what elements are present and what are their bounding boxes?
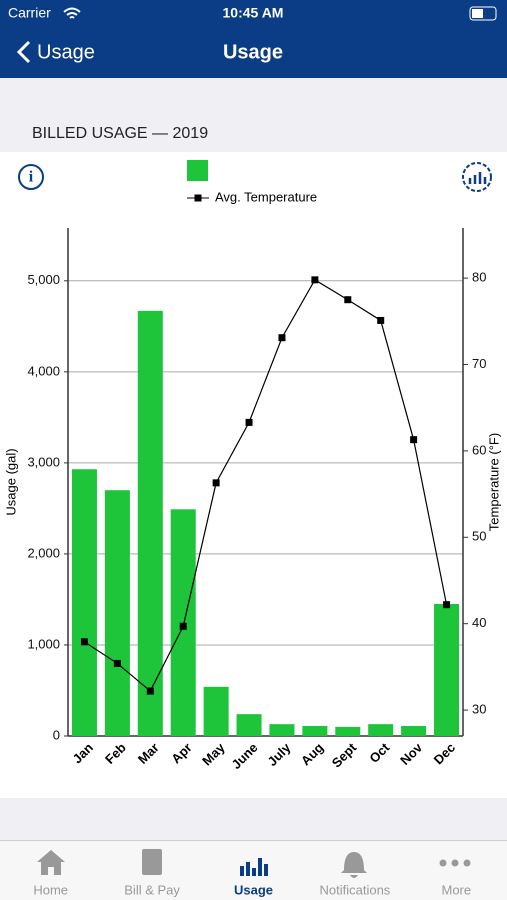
line-point — [377, 316, 385, 324]
line-point — [245, 418, 253, 426]
line-point — [212, 479, 220, 487]
y2-tick-label: 40 — [472, 615, 486, 630]
wifi-icon — [63, 7, 81, 19]
tab-label[interactable]: Home — [33, 882, 68, 897]
bell-icon — [341, 852, 367, 878]
info-icon: i — [29, 169, 34, 186]
y-tick-label: 5,000 — [27, 272, 60, 287]
tab-label[interactable]: Usage — [234, 882, 273, 897]
header-bg — [0, 0, 507, 78]
y2-tick-label: 80 — [472, 270, 486, 285]
y-tick-label: 0 — [53, 727, 60, 742]
bar — [71, 469, 97, 736]
bar — [302, 725, 328, 736]
y2-axis-label: Temperature (°F) — [486, 433, 501, 531]
tab-label[interactable]: Notifications — [319, 882, 390, 897]
line — [84, 279, 448, 693]
carrier: Carrier — [8, 5, 51, 21]
bar — [236, 714, 262, 736]
bar — [170, 509, 196, 736]
usage-icon — [240, 858, 268, 876]
tab-label[interactable]: Bill & Pay — [124, 882, 180, 897]
legend-label: Avg. Temperature — [215, 189, 317, 204]
line-point — [410, 436, 418, 444]
line-point — [146, 687, 154, 695]
tab-icons — [37, 849, 471, 878]
bar — [269, 724, 295, 736]
more-dot — [439, 859, 447, 867]
section-bg — [0, 78, 507, 152]
bar — [368, 724, 394, 736]
y-tick-label: 4,000 — [27, 363, 60, 378]
tab-label[interactable]: More — [441, 882, 471, 897]
y-tick-label: 3,000 — [27, 454, 60, 469]
more-dot — [451, 859, 459, 867]
bar — [434, 603, 460, 736]
y2-tick-label: 30 — [472, 702, 486, 717]
y2-tick-label: 60 — [472, 442, 486, 457]
bar — [104, 490, 130, 736]
legend-marker — [194, 194, 202, 202]
back-icon[interactable] — [16, 40, 31, 64]
bar — [203, 686, 229, 736]
y-tick-label: 1,000 — [27, 636, 60, 651]
y-axis-label: Usage (gal) — [3, 448, 18, 515]
y2-tick-label: 70 — [472, 356, 486, 371]
nav-title: Usage — [223, 41, 283, 63]
line-point — [344, 296, 352, 304]
line-point — [311, 276, 319, 284]
y2-tick-label: 50 — [472, 529, 486, 544]
battery-level — [472, 9, 483, 18]
info-button[interactable] — [18, 164, 44, 190]
back-button[interactable]: Usage — [37, 41, 95, 63]
line-point — [278, 334, 286, 342]
y-tick-label: 2,000 — [27, 545, 60, 560]
legend-swatch — [187, 160, 208, 181]
section-title: BILLED USAGE — 2019 — [32, 125, 208, 142]
time: 10:45 AM — [223, 5, 284, 21]
home-icon — [37, 850, 65, 875]
battery — [469, 6, 497, 21]
more-dot — [463, 859, 471, 867]
line-point — [80, 638, 88, 646]
line-point — [443, 601, 451, 609]
spacer — [0, 798, 507, 840]
line-point — [113, 659, 121, 667]
bar — [137, 310, 163, 736]
line-point — [179, 622, 187, 630]
bar — [401, 725, 427, 736]
bill-icon — [142, 849, 162, 875]
settings-button[interactable] — [462, 162, 492, 192]
bar — [335, 726, 361, 736]
settings-icon — [468, 172, 487, 184]
